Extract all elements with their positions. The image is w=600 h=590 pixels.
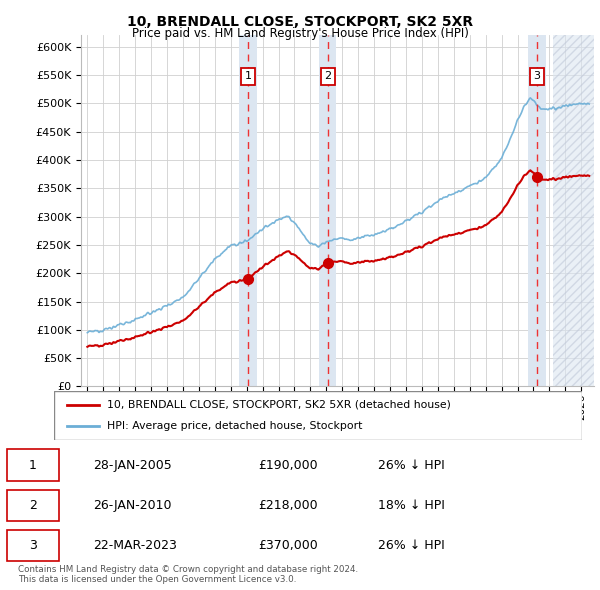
Text: 2: 2 <box>29 499 37 512</box>
Text: 22-MAR-2023: 22-MAR-2023 <box>93 539 177 552</box>
Text: 10, BRENDALL CLOSE, STOCKPORT, SK2 5XR (detached house): 10, BRENDALL CLOSE, STOCKPORT, SK2 5XR (… <box>107 399 451 409</box>
Text: 28-JAN-2005: 28-JAN-2005 <box>93 458 172 471</box>
Text: 18% ↓ HPI: 18% ↓ HPI <box>378 499 445 512</box>
Text: 10, BRENDALL CLOSE, STOCKPORT, SK2 5XR: 10, BRENDALL CLOSE, STOCKPORT, SK2 5XR <box>127 15 473 29</box>
FancyBboxPatch shape <box>7 450 59 481</box>
Text: 26% ↓ HPI: 26% ↓ HPI <box>378 458 445 471</box>
Text: £190,000: £190,000 <box>258 458 317 471</box>
Text: 3: 3 <box>29 539 37 552</box>
Text: £218,000: £218,000 <box>258 499 317 512</box>
Bar <box>319 35 337 386</box>
Text: 26-JAN-2010: 26-JAN-2010 <box>93 499 172 512</box>
Text: 1: 1 <box>29 458 37 471</box>
Bar <box>553 35 594 386</box>
FancyBboxPatch shape <box>54 391 582 440</box>
Text: £370,000: £370,000 <box>258 539 318 552</box>
Text: Contains HM Land Registry data © Crown copyright and database right 2024.
This d: Contains HM Land Registry data © Crown c… <box>18 565 358 584</box>
Bar <box>528 35 546 386</box>
FancyBboxPatch shape <box>7 530 59 561</box>
Text: 1: 1 <box>244 71 251 81</box>
Text: Price paid vs. HM Land Registry's House Price Index (HPI): Price paid vs. HM Land Registry's House … <box>131 27 469 40</box>
Text: 3: 3 <box>533 71 541 81</box>
Text: HPI: Average price, detached house, Stockport: HPI: Average price, detached house, Stoc… <box>107 421 362 431</box>
Text: 2: 2 <box>324 71 331 81</box>
Bar <box>239 35 257 386</box>
FancyBboxPatch shape <box>7 490 59 521</box>
Text: 26% ↓ HPI: 26% ↓ HPI <box>378 539 445 552</box>
